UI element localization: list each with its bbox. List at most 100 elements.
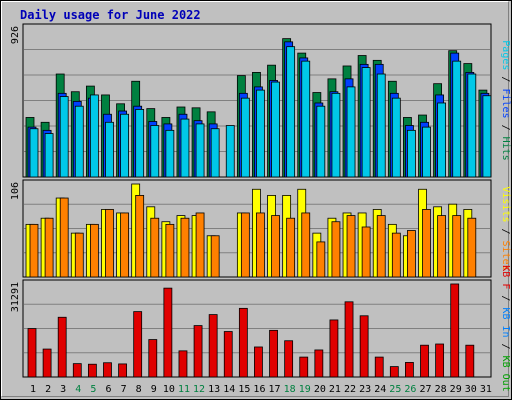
bar-sites-day-9 <box>150 217 160 278</box>
bar-kbf-day-17 <box>269 329 278 378</box>
bar-kbf-day-20 <box>314 349 324 378</box>
bar-kbf-day-26 <box>405 362 414 378</box>
bar-kbf-day-1 <box>27 328 37 378</box>
x-tick-label-day-10: 10 <box>163 384 175 395</box>
bar-pages-day-6 <box>105 121 114 178</box>
legend-kb-out: KB Out <box>500 356 511 392</box>
bar-sites-day-28 <box>437 215 447 278</box>
bar-sites-day-13 <box>210 235 220 278</box>
x-tick-label-day-16: 16 <box>253 384 265 395</box>
x-tick-label-day-29: 29 <box>450 384 462 395</box>
bar-pages-day-4 <box>74 105 84 178</box>
bar-sites-day-16 <box>256 212 265 278</box>
bar-pages-day-2 <box>44 133 54 178</box>
bar-kbf-day-10 <box>163 287 173 378</box>
x-tick-label-day-30: 30 <box>465 384 477 395</box>
bar-sites-day-11 <box>180 217 190 278</box>
bar-sites-day-1 <box>29 223 39 278</box>
bar-kbf-day-19 <box>299 356 309 378</box>
bar-pages-day-12 <box>195 123 205 178</box>
max-label-top: 926 <box>10 26 21 44</box>
bar-sites-day-6 <box>105 209 114 278</box>
bar-pages-day-5 <box>89 94 99 178</box>
x-tick-label-day-8: 8 <box>136 384 142 395</box>
bar-sites-day-4 <box>74 232 84 278</box>
bar-sites-day-5 <box>89 223 99 278</box>
x-tick-label-day-24: 24 <box>374 384 386 395</box>
bar-sites-day-26 <box>407 230 416 278</box>
x-tick-label-day-12: 12 <box>193 384 205 395</box>
x-tick-label-day-4: 4 <box>75 384 81 395</box>
bar-sites-day-29 <box>452 215 462 278</box>
bar-kbf-day-3 <box>57 316 67 378</box>
legend-kb-in: KB In <box>500 307 511 337</box>
x-tick-label-day-22: 22 <box>344 384 356 395</box>
x-tick-label-day-15: 15 <box>238 384 250 395</box>
bar-sites-day-23 <box>361 226 371 278</box>
bar-pages-day-18 <box>286 46 296 178</box>
x-tick-label-day-25: 25 <box>389 384 401 395</box>
max-label-middle: 106 <box>10 182 21 200</box>
x-tick-label-day-9: 9 <box>151 384 157 395</box>
x-tick-label-day-27: 27 <box>419 384 431 395</box>
x-tick-label-day-5: 5 <box>90 384 96 395</box>
x-tick-label-day-21: 21 <box>329 384 341 395</box>
bar-sites-day-18 <box>286 217 296 278</box>
x-tick-label-day-14: 14 <box>223 384 235 395</box>
legend-hits: Hits <box>500 137 511 161</box>
bar-sites-day-3 <box>59 197 69 278</box>
bar-sites-day-8 <box>135 195 145 278</box>
bar-pages-day-13 <box>210 128 220 178</box>
bar-kbf-day-16 <box>254 346 263 378</box>
bar-kbf-day-5 <box>87 363 97 378</box>
legend-visits: Visits <box>500 186 511 222</box>
legend-separator: / <box>500 70 511 88</box>
bar-sites-day-12 <box>195 212 205 278</box>
bar-sites-day-22 <box>346 215 356 278</box>
legend-separator: / <box>500 119 511 137</box>
bar-kbf-day-25 <box>389 366 399 378</box>
bar-kbf-day-29 <box>450 283 460 378</box>
bar-pages-day-24 <box>376 73 386 178</box>
bar-pages-day-1 <box>29 128 39 178</box>
bar-kbf-day-27 <box>420 344 429 378</box>
bar-pages-day-27 <box>422 126 431 178</box>
bar-sites-day-2 <box>44 217 54 278</box>
x-tick-label-day-7: 7 <box>121 384 127 395</box>
bar-sites-day-17 <box>271 215 280 278</box>
bar-kbf-day-6 <box>103 362 112 378</box>
bar-sites-day-19 <box>301 212 311 278</box>
bar-pages-day-16 <box>256 89 265 178</box>
bar-pages-day-23 <box>361 67 371 178</box>
legend-separator: / <box>500 289 511 307</box>
x-tick-label-day-3: 3 <box>60 384 66 395</box>
max-label-bottom: 31291 <box>10 282 21 312</box>
bar-sites-day-20 <box>316 241 326 278</box>
bar-pages-day-21 <box>331 92 341 178</box>
bar-kbf-day-12 <box>193 325 203 378</box>
bar-pages-day-10 <box>165 129 175 178</box>
x-tick-label-day-19: 19 <box>299 384 311 395</box>
bar-kbf-day-13 <box>208 314 218 378</box>
bar-kbf-day-24 <box>374 356 384 378</box>
chart-title: Daily usage for June 2022 <box>20 8 201 22</box>
bar-pages-day-20 <box>316 105 326 178</box>
bar-kbf-day-2 <box>42 348 52 378</box>
bar-pages-day-15 <box>240 97 250 178</box>
bar-sites-day-24 <box>376 215 386 278</box>
bar-sites-day-10 <box>165 223 175 278</box>
bar-pages-day-9 <box>150 125 160 178</box>
bar-pages-day-28 <box>437 102 447 178</box>
bar-pages-day-8 <box>135 109 145 178</box>
bar-pages-day-7 <box>120 113 129 178</box>
bar-kbf-day-9 <box>148 339 158 378</box>
bar-kbf-day-23 <box>359 315 369 378</box>
bar-pages-day-31 <box>482 95 492 178</box>
bar-sites-day-15 <box>240 212 250 278</box>
x-tick-label-day-6: 6 <box>105 384 111 395</box>
bar-kbf-day-4 <box>72 363 82 378</box>
x-tick-label-day-2: 2 <box>45 384 51 395</box>
bar-pages-day-19 <box>301 60 311 178</box>
